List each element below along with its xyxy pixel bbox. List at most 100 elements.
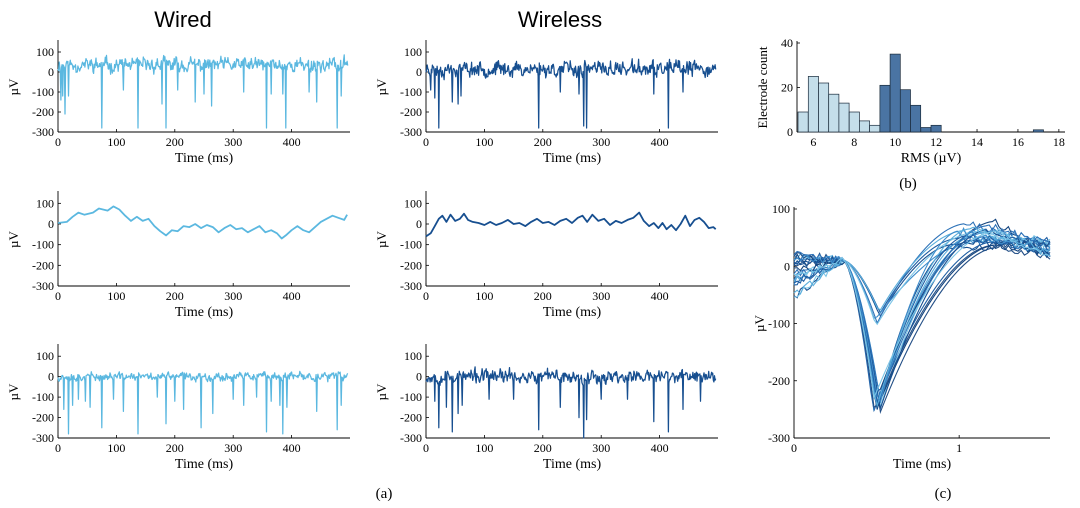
x-tick-label: 200: [166, 289, 184, 303]
y-tick-label: -300: [400, 125, 422, 139]
trace-line: [425, 211, 717, 238]
y-tick-label: -100: [32, 85, 54, 99]
y-axis-label: µV: [374, 230, 389, 247]
spike-waveform: [793, 232, 1051, 404]
spike-waveform: [793, 228, 1051, 400]
y-tick-label: -300: [32, 279, 54, 293]
y-tick-label: -300: [32, 125, 54, 139]
y-tick-label: -100: [768, 317, 790, 331]
y-tick-label: 100: [36, 196, 54, 210]
x-tick-label: 100: [107, 135, 125, 149]
histogram-bar: [828, 93, 840, 133]
x-tick-label: 300: [592, 135, 610, 149]
y-tick-label: 0: [48, 217, 54, 231]
chart-b-rms-histogram: 0 20 40 6 8 10 12 14 16 18 RMS (µV) Electrode count: [755, 36, 1065, 166]
x-tick-label: 6: [810, 135, 816, 149]
x-tick-label: 400: [283, 441, 301, 455]
x-tick-label: 200: [534, 441, 552, 455]
y-axis-label: Electrode count: [755, 46, 770, 128]
x-tick-label: 200: [534, 135, 552, 149]
histogram-bar: [818, 82, 830, 133]
x-tick-label: 400: [651, 289, 669, 303]
x-tick-label: 100: [475, 289, 493, 303]
y-axis-label: µV: [374, 78, 389, 95]
x-tick-label: 16: [1012, 135, 1024, 149]
x-tick-label: 1: [956, 441, 962, 455]
x-tick-label: 300: [224, 135, 242, 149]
y-tick-label: 0: [416, 65, 422, 79]
column-title-wired: Wired: [154, 7, 211, 32]
x-tick-label: 300: [592, 441, 610, 455]
y-tick-label: 40: [781, 36, 793, 50]
panel-label-c: (c): [935, 486, 952, 502]
histogram-bar: [1032, 129, 1044, 133]
histogram-bar: [838, 102, 850, 133]
x-tick-label: 10: [889, 135, 901, 149]
y-axis-label: µV: [6, 383, 21, 400]
x-tick-label: 100: [475, 441, 493, 455]
spike-waveform: [793, 240, 1051, 408]
histogram-bar: [889, 53, 901, 133]
y-tick-label: -300: [400, 431, 422, 445]
y-tick-label: 100: [404, 349, 422, 363]
histogram-bar: [879, 84, 891, 133]
histogram-bar: [920, 127, 932, 133]
y-tick-label: 100: [36, 45, 54, 59]
spike-waveform: [793, 226, 1051, 408]
y-tick-label: -100: [32, 238, 54, 252]
y-tick-label: 100: [404, 45, 422, 59]
x-tick-label: 12: [930, 135, 942, 149]
y-axis-label: µV: [752, 314, 767, 331]
x-tick-label: 100: [107, 441, 125, 455]
y-tick-label: 20: [781, 81, 793, 95]
x-axis-label: Time (ms): [543, 457, 602, 472]
trace-line: [57, 54, 349, 129]
x-tick-label: 8: [851, 135, 857, 149]
x-tick-label: 18: [1053, 135, 1065, 149]
y-tick-label: 100: [404, 196, 422, 210]
y-tick-label: -200: [32, 258, 54, 272]
y-tick-label: -300: [32, 431, 54, 445]
y-tick-label: -200: [32, 105, 54, 119]
y-tick-label: 0: [48, 65, 54, 79]
x-tick-label: 400: [283, 135, 301, 149]
x-tick-label: 0: [55, 135, 61, 149]
x-tick-label: 0: [423, 441, 429, 455]
histogram-bar: [848, 111, 860, 133]
x-tick-label: 300: [592, 289, 610, 303]
y-tick-label: -100: [400, 85, 422, 99]
y-tick-label: -200: [400, 258, 422, 272]
y-tick-label: 0: [416, 370, 422, 384]
x-tick-label: 400: [283, 289, 301, 303]
y-tick-label: -200: [768, 374, 790, 388]
histogram-bar: [899, 89, 911, 133]
y-tick-label: 0: [48, 370, 54, 384]
y-axis-label: µV: [6, 230, 21, 247]
y-tick-label: 0: [787, 125, 793, 139]
trace-line: [57, 370, 349, 435]
spike-waveform: [793, 218, 1051, 393]
trace-line: [425, 366, 717, 439]
column-title-wireless: Wireless: [518, 7, 602, 32]
trace-line: [57, 205, 348, 240]
y-tick-label: -300: [768, 431, 790, 445]
x-tick-label: 300: [224, 441, 242, 455]
spike-waveform: [793, 226, 1051, 404]
histogram-bar: [807, 76, 819, 133]
x-tick-label: 200: [166, 135, 184, 149]
trace-line: [425, 58, 717, 129]
x-tick-label: 0: [423, 135, 429, 149]
x-tick-label: 300: [224, 289, 242, 303]
y-tick-label: 100: [772, 202, 790, 216]
histogram-bar: [859, 120, 870, 133]
x-axis-label: Time (ms): [543, 305, 602, 320]
x-tick-label: 0: [55, 289, 61, 303]
x-tick-label: 0: [55, 441, 61, 455]
